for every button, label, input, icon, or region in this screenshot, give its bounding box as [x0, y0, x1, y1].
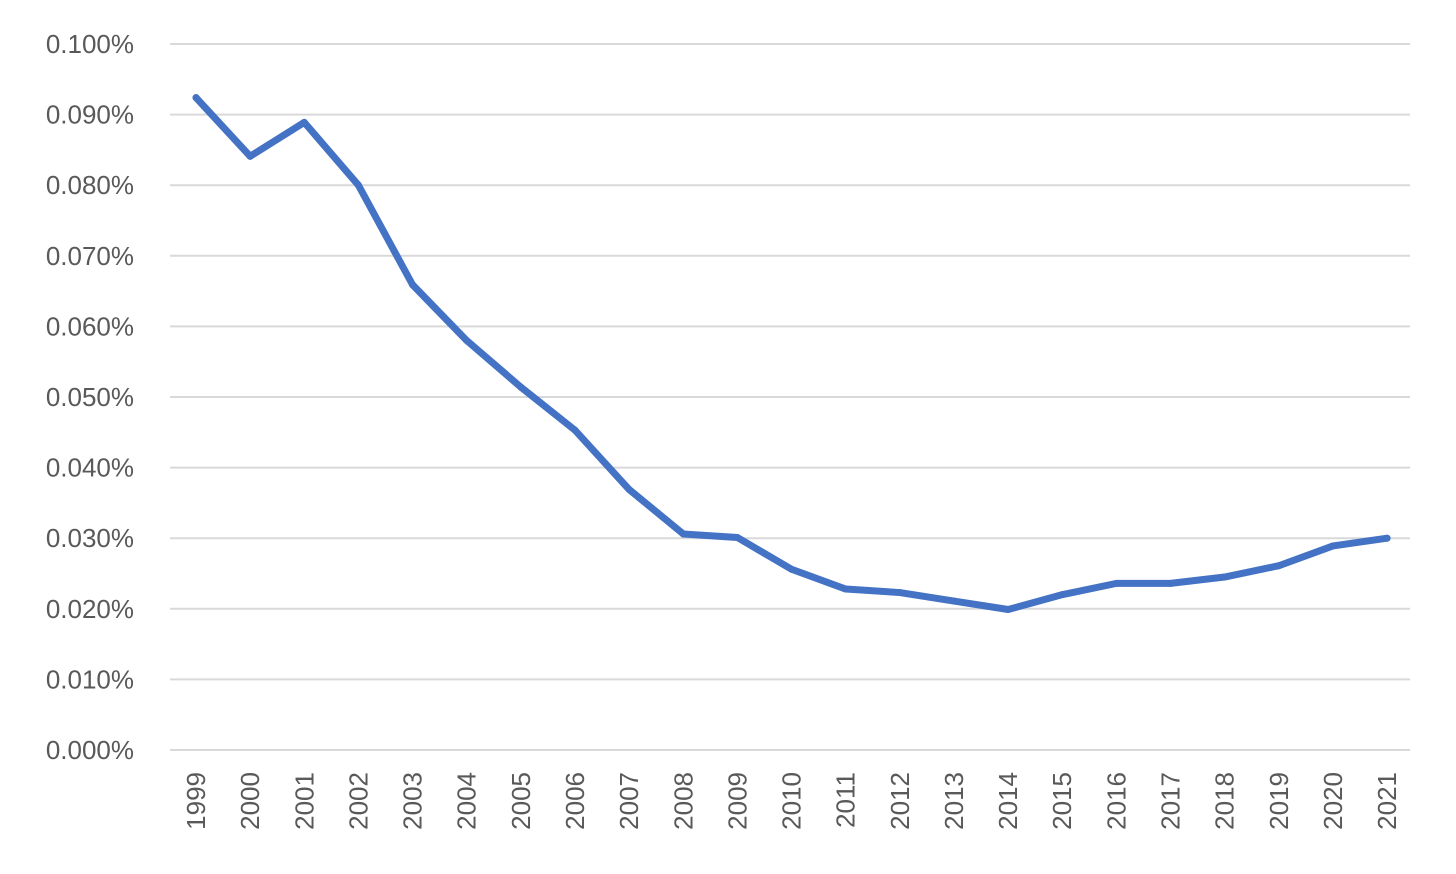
data-point [1275, 562, 1283, 570]
y-tick-label: 0.020% [46, 594, 134, 624]
x-tick-label: 2002 [343, 772, 373, 830]
x-tick-label: 2005 [506, 772, 536, 830]
y-axis-tick-labels: 0.000% 0.010% 0.020% 0.030% 0.040% 0.050% 0.06… [46, 29, 134, 765]
y-tick-label: 0.060% [46, 311, 134, 341]
data-point [1221, 573, 1229, 581]
x-tick-label: 2012 [885, 772, 915, 830]
x-tick-label: 2006 [560, 772, 590, 830]
y-tick-label: 0.050% [46, 382, 134, 412]
data-point [192, 94, 200, 102]
data-point [1383, 534, 1391, 542]
x-tick-label: 2020 [1318, 772, 1348, 830]
data-point [625, 485, 633, 493]
x-tick-label: 2014 [993, 772, 1023, 830]
data-point [1112, 579, 1120, 587]
data-point [463, 337, 471, 345]
x-tick-label: 2001 [289, 772, 319, 830]
data-point [896, 589, 904, 597]
data-point [1004, 606, 1012, 614]
data-point [1058, 591, 1066, 599]
data-point [246, 152, 254, 160]
series-layer [192, 94, 1391, 614]
x-tick-label: 2017 [1156, 772, 1186, 830]
x-tick-label: 2010 [777, 772, 807, 830]
x-tick-label: 1999 [181, 772, 211, 830]
data-point [354, 181, 362, 189]
y-tick-label: 0.010% [46, 664, 134, 694]
x-tick-label: 2011 [831, 772, 861, 828]
data-point [950, 597, 958, 605]
data-point [788, 565, 796, 573]
series-line-0 [192, 94, 1391, 614]
x-tick-label: 2021 [1372, 772, 1402, 830]
data-point [1329, 542, 1337, 550]
y-tick-label: 0.090% [46, 100, 134, 130]
x-tick-label: 2004 [452, 772, 482, 830]
x-tick-label: 2016 [1101, 772, 1131, 830]
x-tick-label: 2003 [398, 772, 428, 830]
x-tick-label: 2013 [939, 772, 969, 830]
x-tick-label: 2007 [614, 772, 644, 830]
x-tick-label: 2019 [1264, 772, 1294, 830]
data-point [679, 530, 687, 538]
y-tick-label: 0.030% [46, 523, 134, 553]
x-tick-label: 2008 [668, 772, 698, 830]
x-tick-label: 2009 [722, 772, 752, 830]
x-tick-label: 2000 [235, 772, 265, 830]
y-tick-label: 0.000% [46, 735, 134, 765]
y-tick-label: 0.040% [46, 453, 134, 483]
gridlines [170, 43, 1410, 751]
data-point [571, 426, 579, 434]
data-point [409, 281, 417, 289]
y-tick-label: 0.070% [46, 241, 134, 271]
data-point [517, 383, 525, 391]
y-tick-label: 0.080% [46, 170, 134, 200]
x-tick-label: 2015 [1047, 772, 1077, 830]
data-point [733, 533, 741, 541]
data-point [842, 585, 850, 593]
x-tick-label: 2018 [1210, 772, 1240, 830]
y-tick-label: 0.100% [46, 29, 134, 59]
data-point [1167, 579, 1175, 587]
data-point [300, 118, 308, 126]
x-axis-tick-labels: 1999 2000 2001 2002 2003 2004 2005 2006 2007 2008… [181, 772, 1402, 830]
